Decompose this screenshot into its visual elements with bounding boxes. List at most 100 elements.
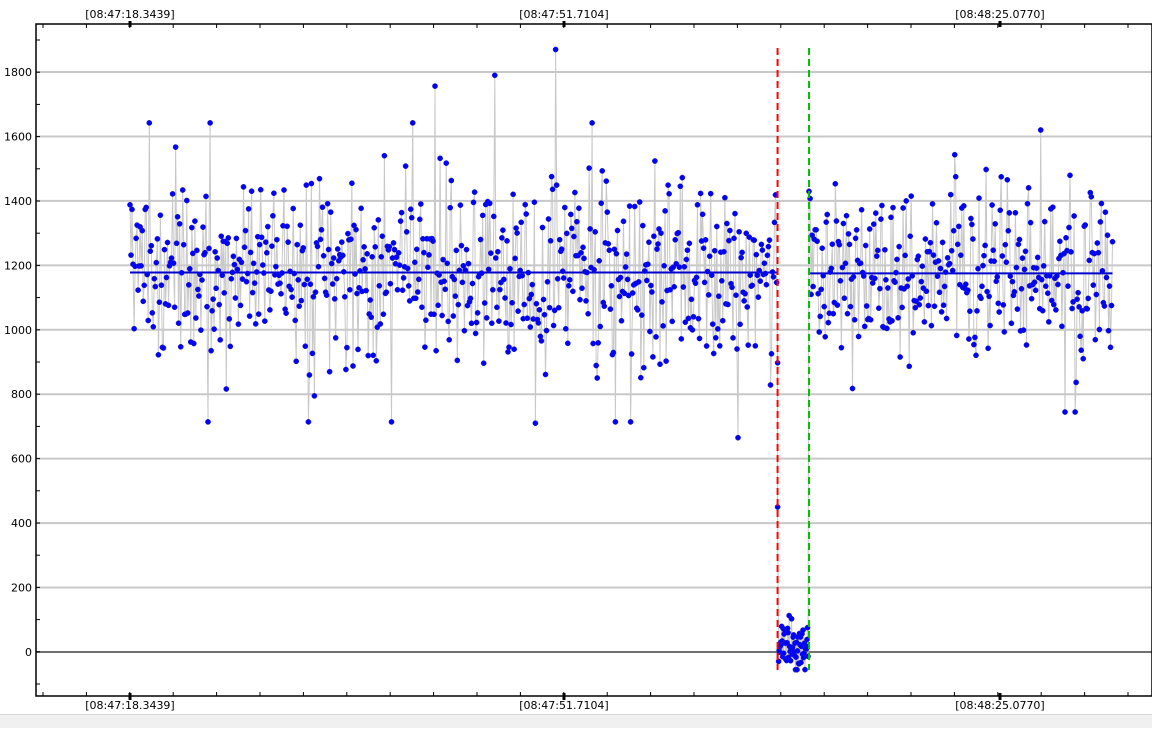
data-point [938,309,945,315]
data-point [829,241,836,248]
data-point [209,307,215,314]
data-point [928,322,935,329]
data-point [1042,283,1049,290]
data-point [707,190,714,197]
data-point [496,318,502,324]
data-point [297,222,304,229]
data-point [331,296,338,302]
data-point [495,248,501,255]
data-point [584,269,590,276]
data-point [402,163,409,169]
data-point [309,350,316,357]
data-point [1011,288,1018,295]
data-point [666,190,672,197]
data-point [846,241,853,248]
data-point [485,266,492,273]
data-point [802,666,808,673]
data-point [655,241,661,247]
data-point [255,311,262,317]
data-point [873,253,880,259]
data-point [571,233,577,240]
data-point [295,277,302,283]
data-point [262,239,269,245]
data-point [592,229,599,235]
data-point [488,320,495,327]
data-point [362,266,368,272]
data-point [479,212,486,219]
data-point [440,256,446,263]
data-point [340,268,347,275]
data-point [852,235,859,242]
data-point [249,289,256,296]
data-point [332,335,339,341]
data-point [978,295,984,302]
data-point [419,304,425,311]
data-point [622,264,629,270]
data-point [519,272,526,279]
data-point [504,238,510,244]
data-point [216,301,223,308]
data-point [412,295,419,302]
data-point [785,629,791,636]
data-point [960,203,967,209]
data-point [833,218,840,224]
data-point [884,325,890,332]
data-point [226,316,233,322]
data-point [499,235,505,241]
data-point [515,308,521,314]
data-point [252,321,259,327]
data-point [586,165,592,171]
data-point [541,311,548,318]
data-point [981,252,987,259]
data-point [696,335,703,342]
data-point [870,221,877,227]
data-point [618,317,625,324]
data-point [751,237,758,244]
data-point [665,182,671,188]
data-point [480,360,487,367]
data-point [641,268,648,274]
data-point [595,340,602,346]
data-point [527,324,534,330]
data-point [180,241,187,248]
data-point [793,654,799,661]
data-point [1077,333,1083,340]
data-point [271,190,277,197]
data-point [324,200,331,207]
data-point [996,309,1003,315]
data-point [681,263,688,270]
data-point [436,272,442,278]
data-point [710,350,717,357]
data-point [1101,303,1108,309]
data-point [285,239,291,245]
data-point [992,221,999,227]
data-point [765,243,772,250]
data-point [423,317,429,324]
data-point [604,209,611,215]
data-point [551,307,558,314]
data-point [872,210,879,216]
data-point [971,341,977,348]
data-point [230,253,237,260]
data-point [229,269,236,276]
data-point [712,334,719,341]
data-point [343,366,349,373]
data-point [840,220,847,227]
data-point [566,276,573,283]
data-point [195,286,201,293]
data-point [1072,409,1078,415]
data-point [899,304,905,311]
data-point [240,184,247,190]
data-point [179,187,186,193]
data-point [1001,329,1008,335]
data-point [259,262,266,268]
data-point [616,293,623,300]
data-point [525,269,532,276]
data-point [757,278,764,284]
data-point [957,252,964,259]
time-axis-top: [08:47:18.3439] [08:47:51.7104] [08:48:2… [85,8,1044,21]
data-point [922,236,929,242]
data-point [1068,249,1074,255]
data-point [161,246,168,253]
data-point [737,321,743,328]
